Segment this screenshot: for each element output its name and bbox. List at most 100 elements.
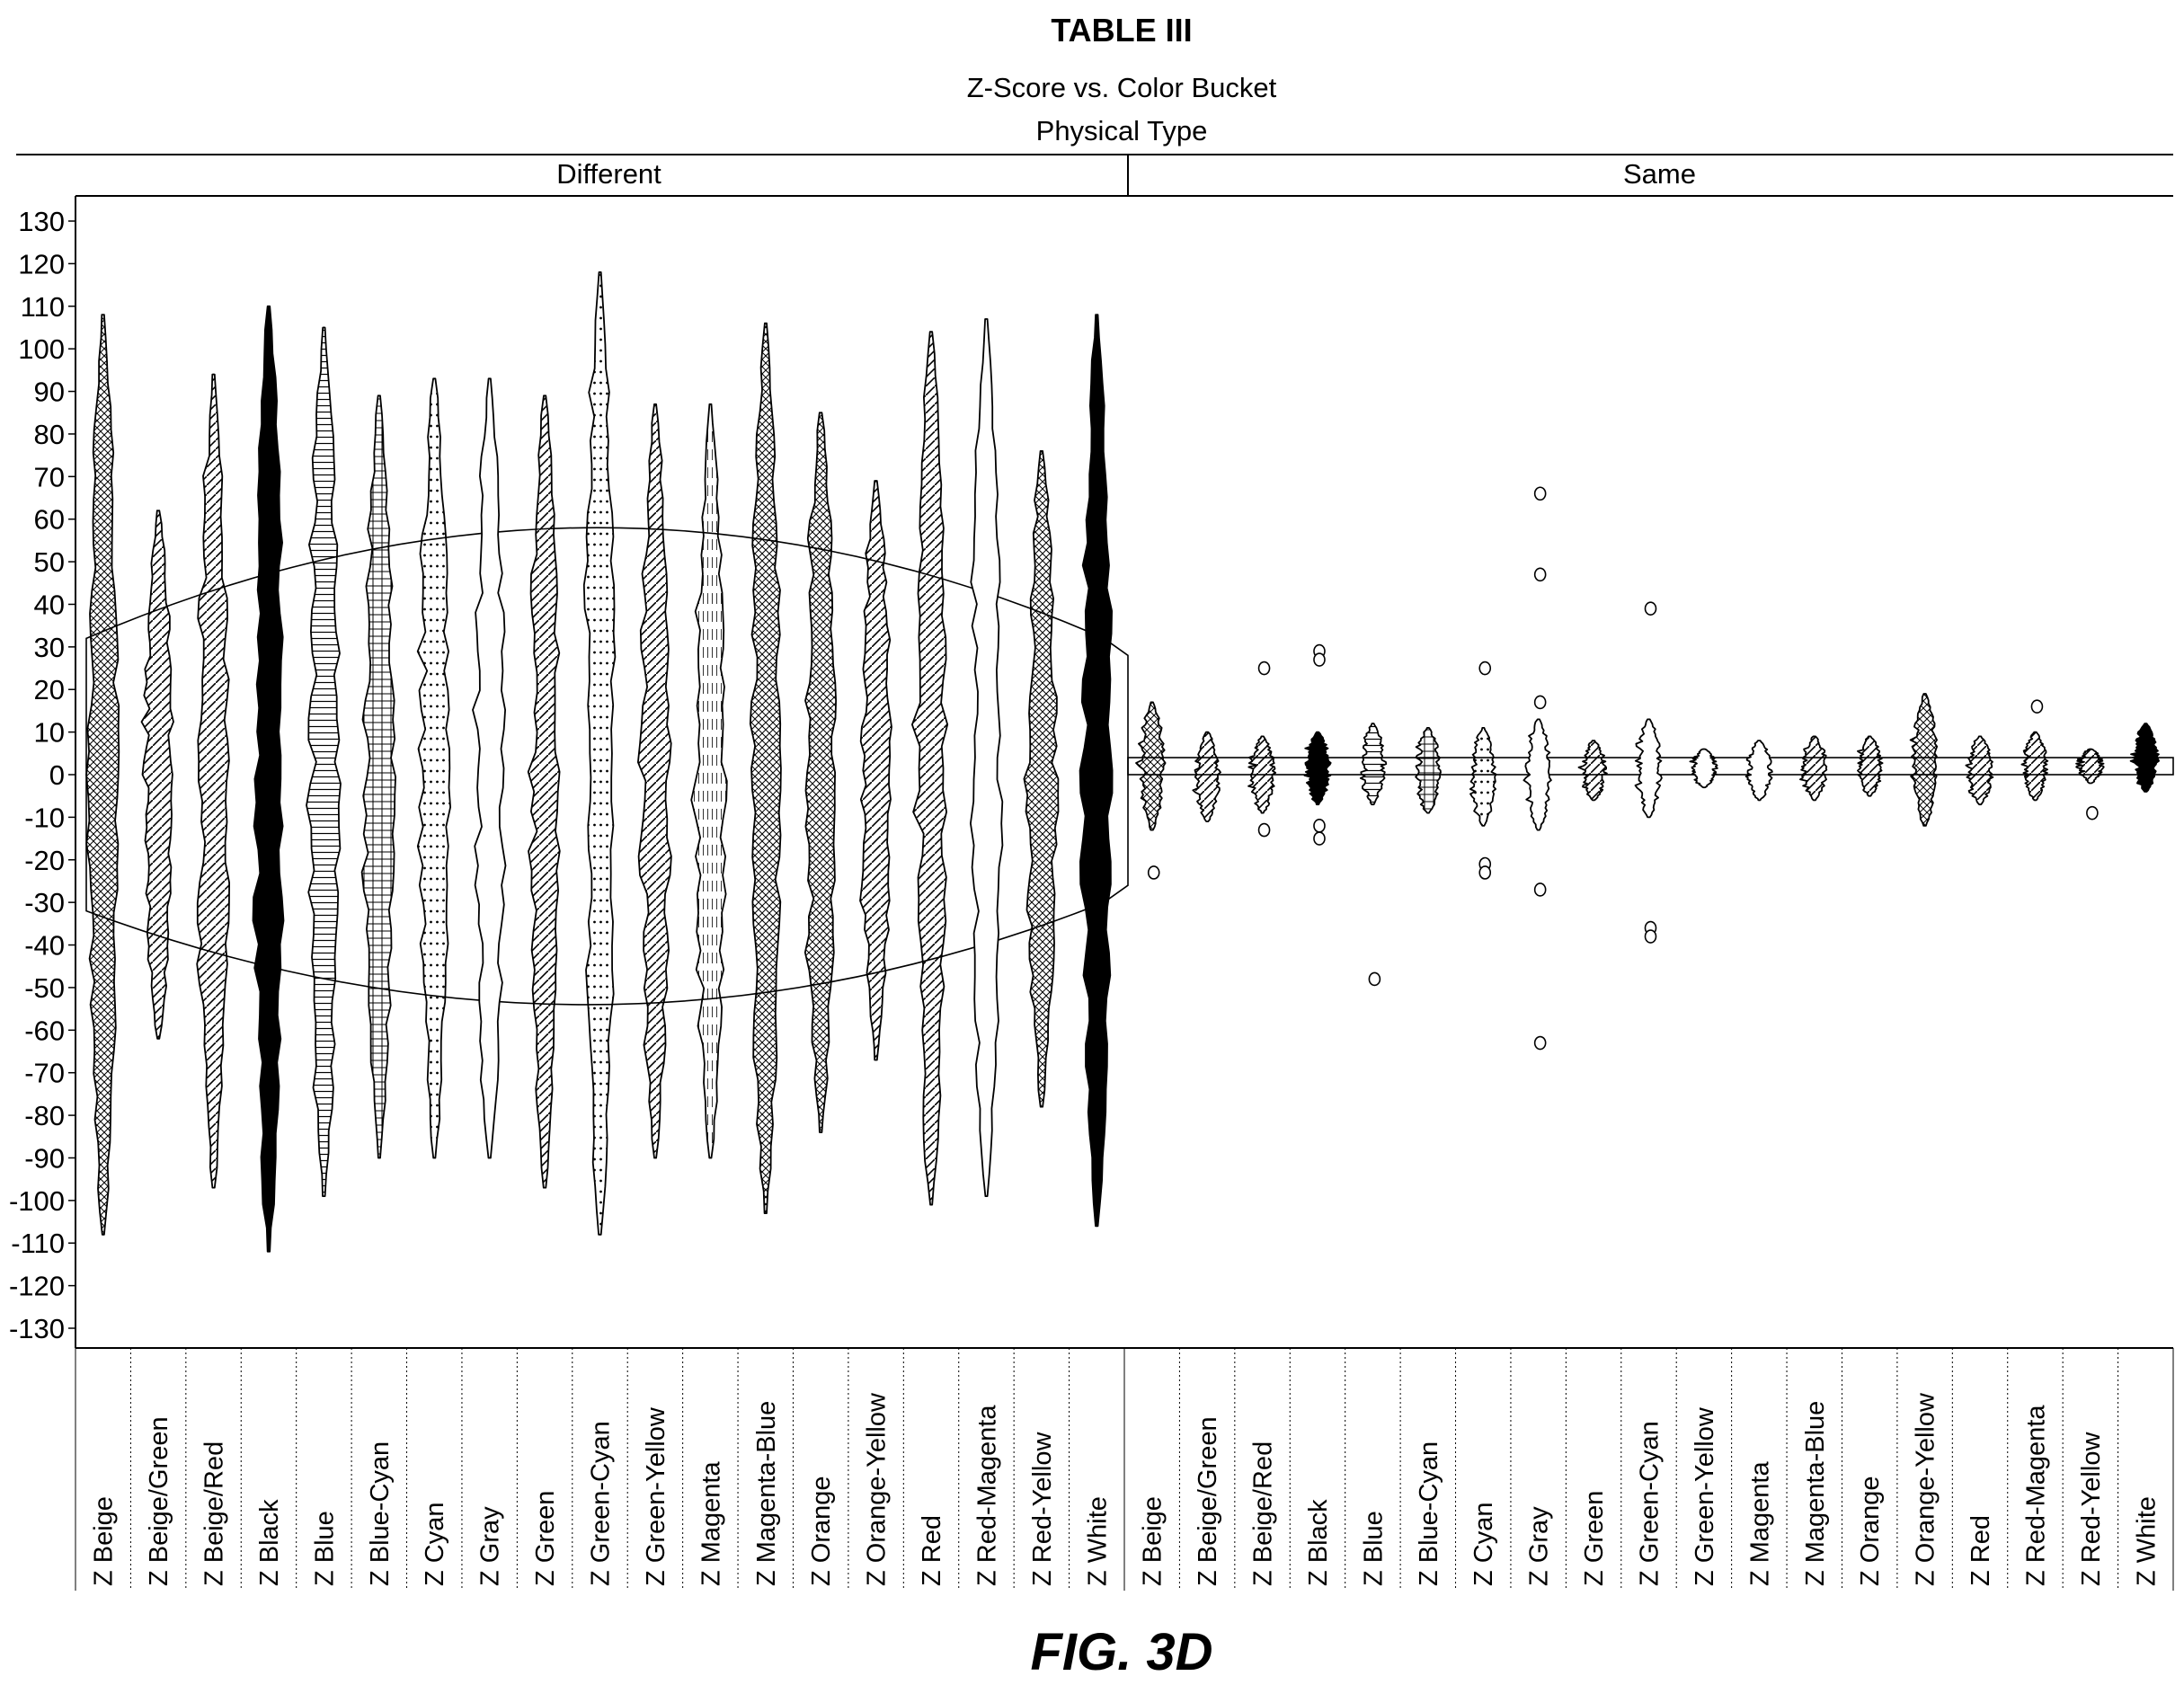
violin-same-7 [1523, 718, 1552, 831]
violin-different-4 [306, 326, 342, 1198]
violin-different-3 [252, 305, 285, 1253]
y-tick-label: 30 [34, 632, 65, 663]
violin-same-17 [2075, 748, 2105, 785]
violin-different-18 [1079, 314, 1114, 1228]
outlier-point [2086, 805, 2099, 820]
x-tick-label: Z Blue [310, 1511, 339, 1586]
violin-different-14 [859, 480, 892, 1061]
violin-same-14 [1909, 693, 1939, 827]
outlier-point [1313, 819, 1326, 833]
violin-same-15 [1965, 735, 1994, 806]
violin-same-16 [2020, 731, 2049, 802]
y-tick-label: 100 [18, 333, 65, 365]
x-tick-label: Z Red [1966, 1515, 1995, 1586]
x-tick-label: Z Blue-Cyan [366, 1441, 395, 1586]
y-tick-label: 110 [21, 291, 65, 323]
x-tick-label: Z Gray [1525, 1506, 1554, 1586]
outlier-point [1368, 971, 1381, 987]
outlier-point [1533, 882, 1547, 897]
x-tick-label: Z Green-Cyan [1636, 1421, 1665, 1586]
y-tick-label: 90 [34, 377, 65, 408]
x-tick-label: Z Beige [90, 1496, 119, 1586]
y-tick-label: -110 [11, 1228, 65, 1259]
outlier-point [2030, 699, 2044, 714]
outlier-point [1257, 661, 1271, 676]
x-tick-label: Z Red-Yellow [2077, 1432, 2106, 1586]
x-tick-label: Z Magenta [697, 1461, 725, 1586]
x-tick-label: Z Magenta-Blue [1801, 1401, 1830, 1586]
x-tick-label: Z Orange-Yellow [863, 1392, 892, 1586]
y-tick-label: -130 [9, 1313, 65, 1344]
violin-same-0 [1135, 701, 1167, 831]
violin-different-2 [196, 373, 230, 1189]
x-tick-label: Z Beige [1139, 1496, 1167, 1586]
x-tick-label: Z Beige/Red [200, 1441, 229, 1586]
x-tick-label: Z Blue [1359, 1511, 1388, 1586]
chart-subtitle: Z-Score vs. Color Bucket [967, 72, 1277, 103]
violin-same-10 [1689, 748, 1718, 789]
y-tick-label: -60 [24, 1015, 65, 1046]
violin-different-11 [690, 403, 728, 1159]
x-tick-label: Z Beige/Green [145, 1416, 173, 1586]
violin-different-16 [970, 318, 1004, 1198]
panel-label-different: Different [556, 158, 661, 190]
x-tick-label: Z Blue-Cyan [1415, 1441, 1443, 1586]
outlier-point [1644, 601, 1657, 616]
outlier-point [1533, 1035, 1547, 1051]
y-tick-label: 120 [18, 248, 65, 279]
outlier-point [1644, 929, 1657, 944]
violin-different-12 [749, 322, 782, 1214]
y-tick-label: 50 [34, 546, 65, 578]
outlier-point [1533, 486, 1547, 501]
violin-different-6 [416, 377, 451, 1159]
violin-marks [85, 270, 2174, 1253]
x-tick-label: Z Cyan [1469, 1503, 1498, 1586]
y-tick-label: -100 [9, 1185, 65, 1217]
figure-label: FIG. 3D [1030, 1623, 1212, 1681]
violin-same-13 [1857, 735, 1884, 797]
x-tick-label: Z Beige/Red [1249, 1441, 1278, 1586]
y-axis: 1301201101009080706050403020100-10-20-30… [9, 206, 75, 1344]
outlier-point [1313, 652, 1326, 667]
panel-labels: Different Same [556, 158, 1696, 190]
y-tick-label: 80 [34, 419, 65, 450]
panel-label-same: Same [1623, 158, 1696, 190]
violin-different-10 [637, 403, 672, 1159]
violin-different-5 [360, 395, 396, 1159]
x-tick-label: Z Orange [1856, 1477, 1885, 1587]
violin-same-2 [1247, 735, 1277, 814]
violin-same-5 [1415, 726, 1442, 814]
x-tick-label: Z Orange-Yellow [1912, 1392, 1940, 1586]
x-tick-label: Z Red [918, 1515, 946, 1586]
chart-title: TABLE III [1051, 12, 1192, 49]
y-tick-label: -120 [9, 1271, 65, 1302]
x-tick-label: Z White [2132, 1496, 2161, 1586]
x-tick-label: Z Orange [807, 1477, 836, 1587]
violin-different-13 [803, 412, 837, 1133]
x-tick-label: Z Green-Yellow [1691, 1406, 1719, 1586]
x-tick-label: Z Red-Magenta [972, 1405, 1001, 1586]
y-tick-label: -80 [24, 1100, 65, 1131]
y-tick-label: -40 [24, 930, 65, 962]
x-tick-label: Z Green-Yellow [642, 1406, 670, 1586]
outlier-point [1478, 865, 1492, 880]
x-tick-label: Z Red-Magenta [2021, 1405, 2050, 1586]
y-tick-label: 40 [34, 589, 65, 620]
y-tick-label: -30 [24, 887, 65, 918]
violin-different-8 [527, 395, 561, 1189]
violin-same-9 [1634, 718, 1663, 819]
violin-different-9 [582, 270, 617, 1236]
outlier-point [1313, 831, 1326, 846]
x-tick-label: Z Green-Cyan [587, 1421, 616, 1586]
y-tick-label: -50 [24, 972, 65, 1004]
violin-different-17 [1023, 449, 1060, 1108]
x-tick-label: Z Cyan [421, 1503, 449, 1586]
y-tick-label: 130 [18, 206, 65, 237]
x-tick-label: Z Magenta [1745, 1461, 1774, 1586]
y-tick-label: -90 [24, 1142, 65, 1174]
violin-same-11 [1745, 740, 1773, 802]
violin-different-7 [472, 377, 507, 1159]
x-tick-label: Z Gray [476, 1506, 505, 1586]
x-axis: Z Beige Z Beige/Green Z Beige/Red Z Black Z … [75, 1348, 2174, 1591]
